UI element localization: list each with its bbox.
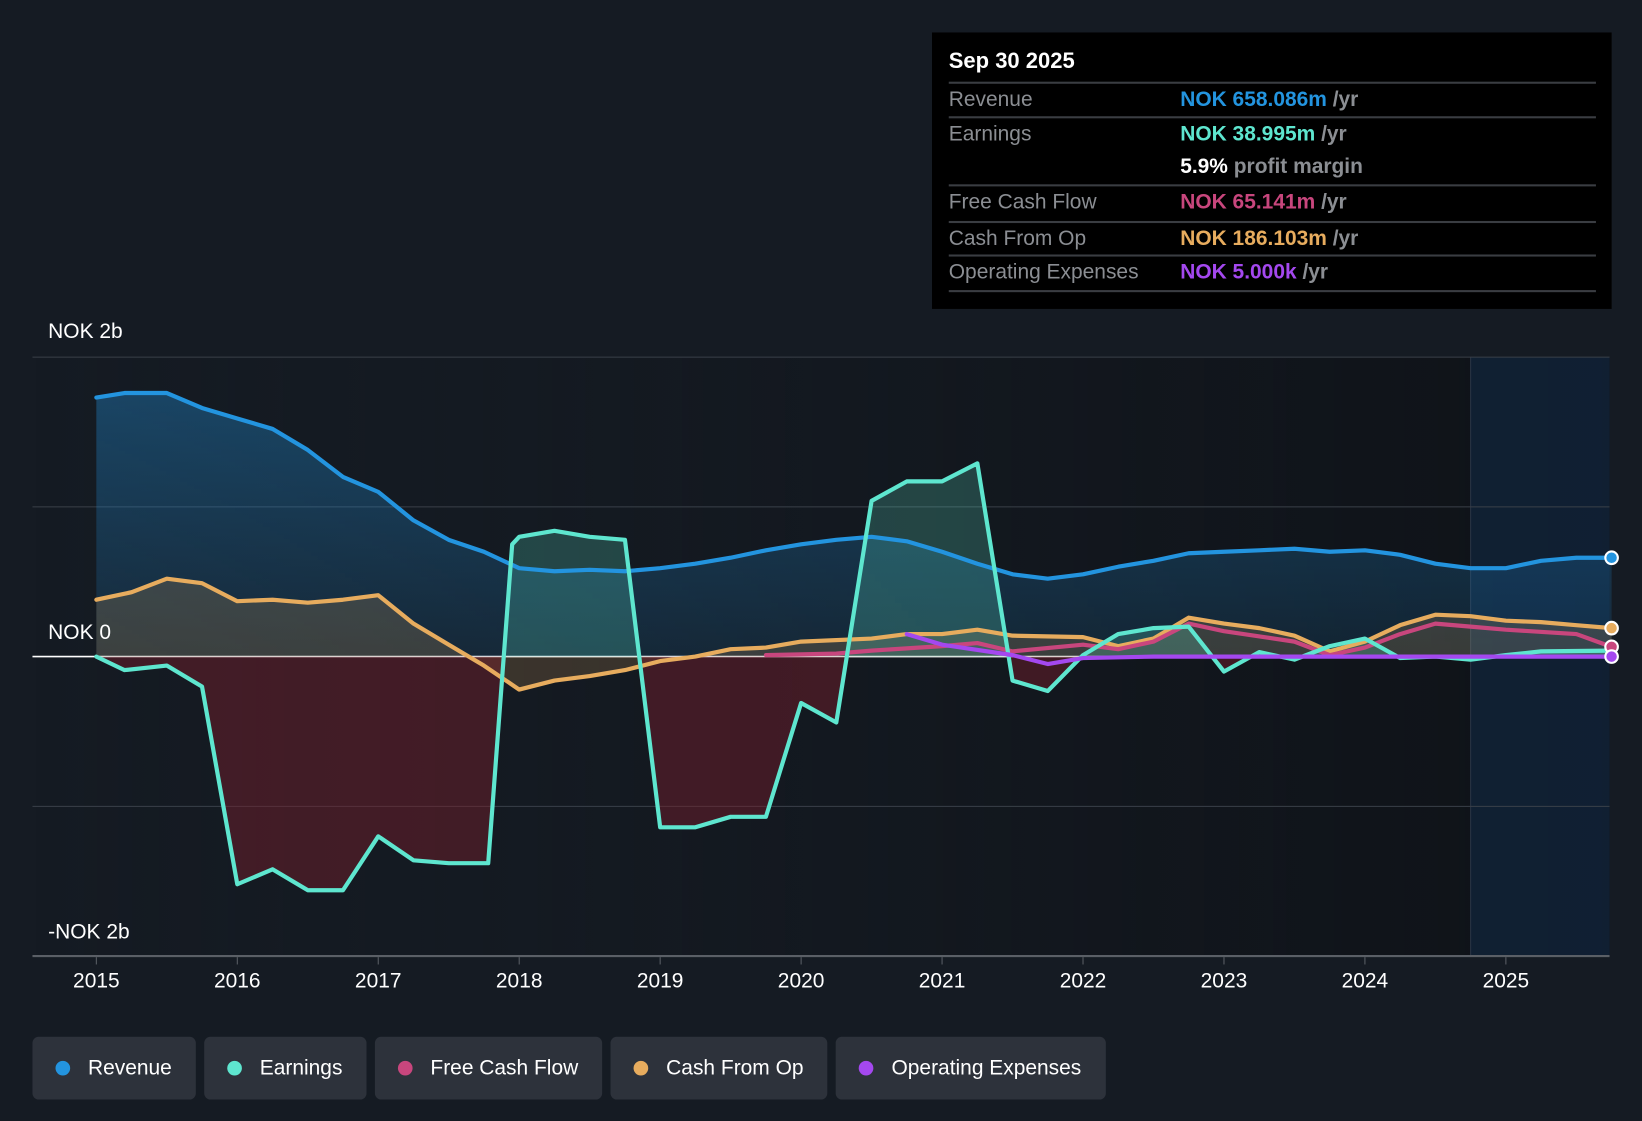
legend-dot-icon [397, 1060, 413, 1076]
x-tick-label: 2019 [636, 969, 684, 993]
x-tick-label: 2016 [213, 969, 261, 993]
legend-label: Earnings [259, 1056, 343, 1080]
tooltip-value: NOK 5.000k [1180, 260, 1297, 284]
x-tick-label: 2024 [1341, 969, 1389, 993]
tooltip-label: Earnings [948, 122, 1032, 146]
tooltip-value: 5.9% [1180, 154, 1228, 179]
legend-label: Revenue [87, 1056, 172, 1080]
operating-expenses-end-dot [1604, 649, 1619, 664]
tooltip-unit: /yr [1321, 190, 1347, 214]
x-tick-label: 2021 [918, 969, 966, 993]
x-tick-label: 2025 [1482, 969, 1530, 993]
tooltip-label: Free Cash Flow [948, 190, 1097, 214]
tooltip-unit: /yr [1332, 87, 1359, 112]
cash-from-op-line [94, 576, 1614, 692]
legend-label: Cash From Op [666, 1056, 804, 1080]
tooltip-row: 5.9% profit margin [949, 151, 1596, 185]
financials-chart [32, 356, 1619, 965]
legend-dot-icon [227, 1060, 242, 1076]
x-tick-label: 2023 [1200, 969, 1248, 993]
tooltip-divider [948, 290, 1596, 293]
legend-item-cash-from-op[interactable]: Cash From Op [610, 1036, 828, 1100]
tooltip-unit: /yr [1302, 260, 1329, 284]
tooltip-value: NOK 658.086m [1180, 87, 1327, 112]
tooltip-row: Operating Expenses NOK 5.000k /yr [948, 254, 1596, 290]
legend-dot-icon [859, 1060, 874, 1076]
operating-expenses-line [904, 631, 1614, 667]
tooltip-label: Operating Expenses [948, 260, 1139, 284]
tooltip-label: Revenue [948, 87, 1033, 112]
x-tick-label: 2017 [354, 969, 402, 993]
tooltip-value: NOK 38.995m [1180, 122, 1316, 146]
legend-item-operating-expenses[interactable]: Operating Expenses [835, 1036, 1106, 1100]
legend-item-free-cash-flow[interactable]: Free Cash Flow [374, 1036, 603, 1100]
tooltip-unit: /yr [1332, 227, 1359, 251]
tooltip-value: NOK 65.141m [1180, 190, 1316, 214]
tooltip-unit: /yr [1321, 122, 1347, 146]
x-tick-label: 2015 [73, 969, 120, 993]
tooltip-value-wrap: NOK 5.000k /yr [1180, 261, 1328, 285]
x-tick-label: 2022 [1059, 969, 1107, 993]
tooltip-row: Free Cash Flow NOK 65.141m /yr [948, 184, 1596, 220]
legend-item-revenue[interactable]: Revenue [32, 1036, 196, 1100]
legend-dot-icon [55, 1060, 71, 1076]
revenue-end-dot [1604, 550, 1619, 566]
revenue-line [94, 390, 1614, 581]
y-tick-label-top: NOK 2b [48, 320, 123, 344]
tooltip-date: Sep 30 2025 [948, 49, 1075, 74]
legend-dot-icon [633, 1060, 649, 1076]
legend: Revenue Earnings Free Cash Flow Cash From O… [32, 1036, 1106, 1100]
legend-item-earnings[interactable]: Earnings [204, 1036, 367, 1100]
earnings-line [94, 461, 1614, 893]
tooltip-label: Cash From Op [948, 227, 1087, 251]
x-tick-label: 2018 [495, 969, 543, 993]
cash-from-op-end-dot [1604, 620, 1619, 636]
tooltip-value: NOK 186.103m [1180, 227, 1327, 251]
y-tick-label-zero: NOK 0 [48, 620, 112, 645]
legend-label: Free Cash Flow [430, 1056, 579, 1080]
earnings-area-negative [96, 656, 1612, 891]
x-tick-label: 2020 [777, 969, 825, 993]
revenue-area [96, 393, 1612, 657]
cash-from-op-area [96, 578, 1612, 690]
tooltip-value-wrap: NOK 38.995m /yr [1180, 123, 1347, 147]
tooltip-row: Revenue NOK 658.086m /yr [948, 81, 1596, 118]
legend-label: Operating Expenses [891, 1056, 1082, 1080]
tooltip-value-wrap: NOK 186.103m /yr [1180, 227, 1358, 251]
tooltip-value-wrap: 5.9% profit margin [1180, 155, 1363, 179]
tooltip-row: Earnings NOK 38.995m /yr [948, 116, 1596, 152]
y-tick-label-bottom: -NOK 2b [48, 920, 130, 944]
tooltip-value-wrap: NOK 658.086m /yr [1180, 88, 1358, 112]
tooltip: Sep 30 2025 Revenue NOK 658.086m /yr Earn… [932, 32, 1612, 309]
tooltip-unit: profit margin [1233, 154, 1363, 179]
tooltip-value-wrap: NOK 65.141m /yr [1180, 191, 1347, 215]
tooltip-row: Cash From Op NOK 186.103m /yr [948, 220, 1596, 257]
